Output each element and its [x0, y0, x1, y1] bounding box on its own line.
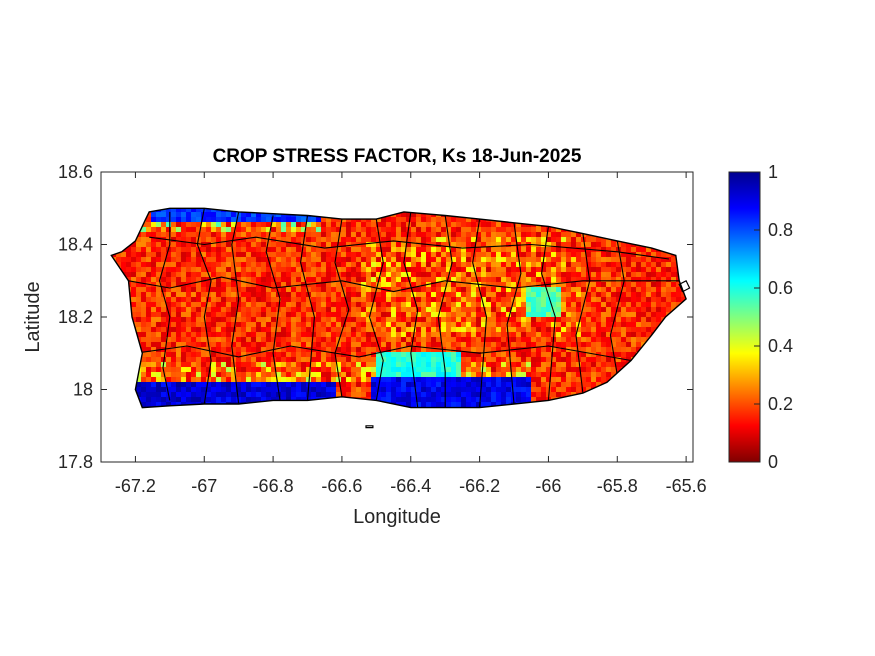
colorbar-ticks: 0 0.2 0.4 0.6 0.8 1 [754, 162, 793, 472]
municipal-boundaries [128, 208, 680, 408]
x-tick-label: -66.2 [459, 476, 500, 496]
municipal-boundary [149, 236, 669, 260]
x-axis-ticks: -67.2 -67 -66.8 -66.6 -66.4 -66.2 -66 -65.8 -65.… [115, 172, 707, 496]
municipal-boundary [403, 211, 419, 408]
municipal-boundary [334, 219, 350, 397]
municipal-boundary [158, 211, 171, 401]
municipal-boundary [300, 215, 315, 401]
x-axis-label: Longitude [353, 506, 441, 528]
y-tick-label: 18.6 [58, 162, 93, 182]
colorbar-tick-label: 0.8 [768, 220, 793, 240]
municipal-boundary [231, 211, 240, 405]
x-tick-label: -67.2 [115, 476, 156, 496]
municipal-boundary [196, 208, 212, 405]
y-axis-ticks: 17.8 18 18.2 18.4 18.6 [58, 162, 693, 472]
colorbar-tick-label: 0.4 [768, 336, 793, 356]
coastline [110, 207, 691, 429]
colorbar-tick-label: 0 [768, 452, 778, 472]
x-tick-label: -66.8 [253, 476, 294, 496]
municipal-boundary [368, 219, 384, 401]
municipal-boundary [575, 233, 591, 394]
x-tick-label: -67 [191, 476, 217, 496]
x-tick-label: -66 [535, 476, 561, 496]
islet-coastline [678, 279, 691, 293]
x-tick-label: -66.6 [321, 476, 362, 496]
municipal-boundary [506, 222, 522, 405]
map-title: CROP STRESS FACTOR, Ks 18-Jun-2025 [213, 146, 582, 167]
colorbar: 0 0.2 0.4 0.6 0.8 1 [728, 162, 793, 472]
municipal-boundary [541, 226, 556, 401]
municipal-boundary [609, 240, 625, 376]
municipal-boundary [135, 345, 632, 362]
municipal-boundary [472, 219, 488, 408]
x-tick-label: -66.4 [390, 476, 431, 496]
x-tick-label: -65.8 [597, 476, 638, 496]
y-tick-label: 18.4 [58, 235, 93, 255]
y-tick-label: 17.8 [58, 452, 93, 472]
municipal-boundary [128, 276, 680, 293]
colorbar-gradient [728, 171, 761, 463]
x-tick-label: -65.6 [666, 476, 707, 496]
colorbar-tick-label: 0.2 [768, 394, 793, 414]
colorbar-tick-label: 1 [768, 162, 778, 182]
islet-coastline [365, 425, 374, 429]
colorbar-tick-label: 0.6 [768, 278, 793, 298]
y-tick-label: 18.2 [58, 307, 93, 327]
y-tick-label: 18 [73, 380, 93, 400]
y-axis-label: Latitude [22, 281, 44, 352]
island-coastline [110, 207, 687, 409]
